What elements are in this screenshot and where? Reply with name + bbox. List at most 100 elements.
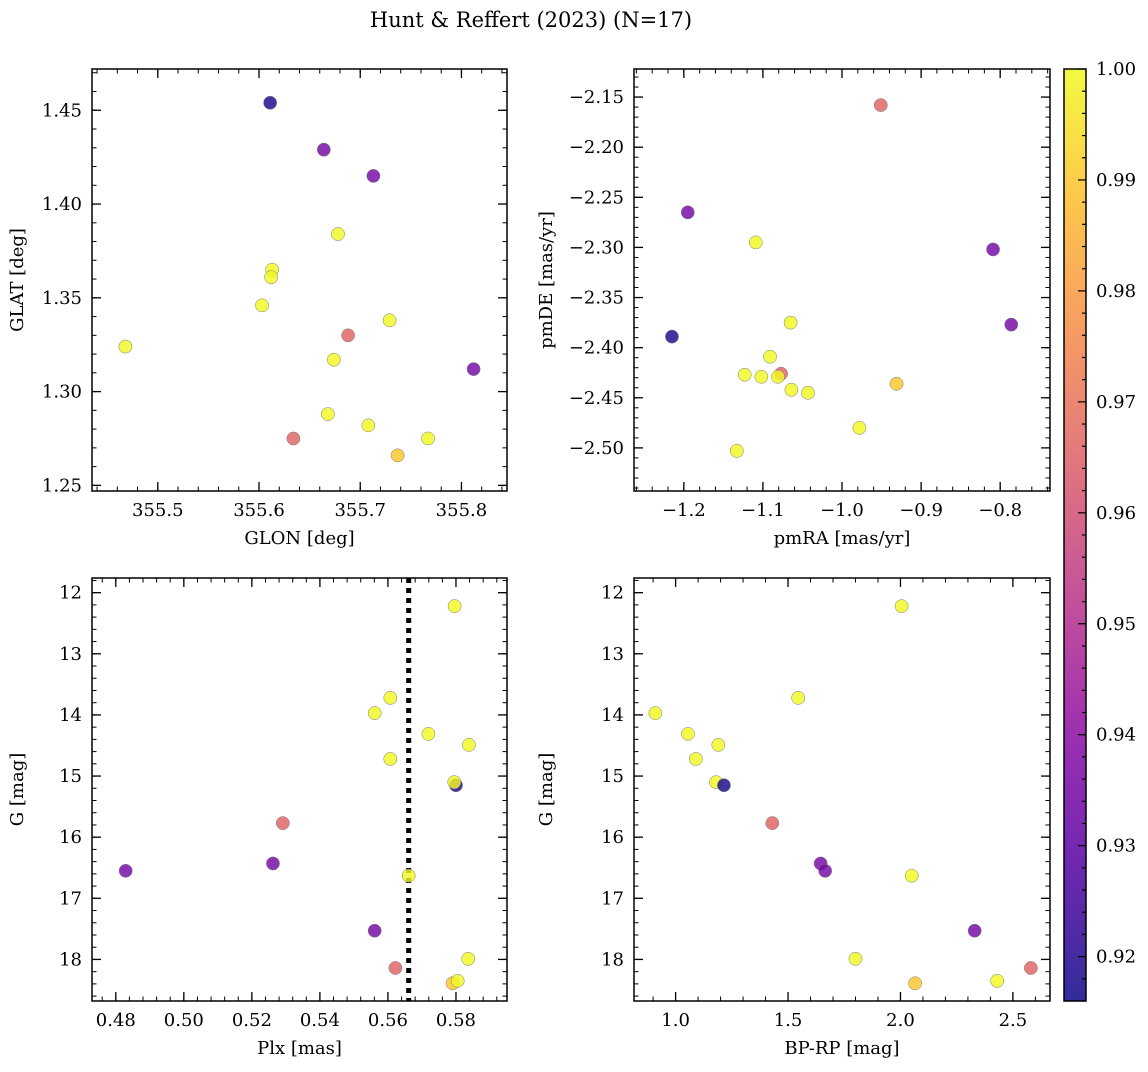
- scatter-points: [118, 599, 476, 991]
- x-tick-label: 0.52: [232, 1010, 272, 1031]
- scatter-point: [286, 431, 301, 446]
- minor-ticks: [634, 69, 1050, 491]
- scatter-point: [894, 599, 909, 613]
- x-axis-label: Plx [mas]: [257, 1038, 342, 1059]
- colorbar-tick-label: 0.98: [1096, 281, 1136, 302]
- y-tick-label: 1.45: [42, 100, 82, 121]
- x-tick-label: 0.50: [164, 1010, 204, 1031]
- colorbar-fill: [1064, 69, 1086, 1001]
- colorbar: 0.92 0.93 0.94 0.95 0.96 0.97 0.98 0.99 1.00: [1063, 59, 1136, 1002]
- scatter-point: [771, 369, 785, 384]
- axes-frame: [91, 68, 508, 492]
- panel-glon-glat: 355.5 355.6 355.7 355.8 1.25 1.30 1.35 1.40 1.45…: [7, 68, 508, 549]
- scatter-point: [266, 856, 280, 871]
- scatter-point: [791, 690, 806, 705]
- x-tick-label: 1.0: [661, 1010, 690, 1031]
- x-tick-label: 355.7: [334, 500, 386, 521]
- y-tick-label: 1.35: [42, 288, 82, 309]
- scatter-point: [681, 727, 695, 741]
- y-tick-label: −2.25: [569, 187, 624, 208]
- scatter-point: [648, 706, 663, 720]
- scatter-point: [990, 973, 1005, 988]
- scatter-point: [331, 227, 345, 241]
- scatter-points: [648, 599, 1038, 991]
- figure-title: Hunt & Reffert (2023) (N=17): [370, 8, 692, 32]
- x-tick-label: 0.58: [436, 1010, 476, 1031]
- colorbar-tick-label: 0.96: [1096, 503, 1136, 524]
- scatter-points: [118, 95, 481, 463]
- x-tick-label: −1.0: [820, 500, 864, 521]
- scatter-point: [367, 706, 382, 720]
- y-tick-label: 15: [601, 766, 624, 787]
- y-tick-label: 13: [59, 644, 82, 665]
- ticks: [92, 69, 507, 491]
- scatter-point: [688, 752, 703, 766]
- y-tick-label: 1.40: [42, 194, 82, 215]
- scatter-point: [763, 349, 777, 364]
- y-axis-label: pmDE [mas/yr]: [536, 211, 557, 349]
- y-axis-label: G [mag]: [536, 753, 557, 826]
- scatter-point: [450, 973, 465, 988]
- x-tick-label: 355.6: [233, 500, 285, 521]
- ticks: [634, 69, 1050, 491]
- scatter-point: [388, 961, 403, 975]
- scatter-point: [401, 868, 416, 883]
- y-tick-label: 13: [601, 644, 624, 665]
- y-tick-label: 1.25: [42, 475, 82, 496]
- scatter-point: [341, 328, 355, 343]
- scatter-point: [461, 951, 476, 966]
- x-tick-label: −0.8: [978, 500, 1022, 521]
- scatter-point: [421, 727, 436, 741]
- axes-frame: [633, 577, 1051, 1002]
- scatter-point: [316, 142, 331, 157]
- x-axis-label: BP-RP [mag]: [784, 1038, 899, 1059]
- colorbar-tick-label: 0.99: [1096, 170, 1136, 191]
- x-tick-label: 1.5: [774, 1010, 803, 1031]
- scatter-point: [748, 235, 763, 250]
- scatter-point: [904, 868, 919, 883]
- scatter-point: [383, 752, 398, 766]
- y-tick-label: 14: [59, 705, 82, 726]
- scatter-point: [361, 418, 376, 433]
- scatter-point: [665, 329, 679, 344]
- scatter-point: [873, 98, 888, 112]
- scatter-point: [784, 382, 799, 397]
- scatter-point: [848, 951, 863, 966]
- y-tick-label: −2.15: [569, 87, 624, 108]
- scatter-point: [466, 362, 481, 376]
- scatter-point: [366, 169, 381, 183]
- y-axis-label: G [mag]: [7, 753, 28, 826]
- y-tick-label: −2.30: [569, 237, 624, 258]
- scatter-point: [680, 205, 695, 220]
- colorbar-tick-label: 0.97: [1096, 392, 1136, 413]
- scatter-point: [765, 816, 780, 830]
- y-tick-label: 16: [601, 827, 624, 848]
- scatter-point: [255, 298, 269, 313]
- x-tick-label: 355.5: [132, 500, 184, 521]
- x-tick-label: 2.5: [999, 1010, 1028, 1031]
- minor-ticks: [634, 578, 1050, 1001]
- colorbar-tick-label: 0.94: [1096, 725, 1136, 746]
- y-tick-label: 18: [601, 949, 624, 970]
- x-tick-label: 355.8: [436, 500, 488, 521]
- y-tick-label: −2.50: [569, 438, 624, 459]
- scatter-point: [263, 95, 277, 110]
- scatter-point: [320, 407, 335, 421]
- scatter-point: [783, 315, 798, 330]
- scatter-point: [264, 270, 279, 285]
- scatter-point: [967, 923, 982, 938]
- ticks: [634, 578, 1050, 1001]
- panel-pmra-pmde: −1.2 −1.1 −1.0 −0.9 −0.8 −2.50 −2.45 −2.40 −2.35…: [536, 68, 1051, 549]
- y-tick-label: 15: [59, 766, 82, 787]
- y-tick-label: 1.30: [42, 382, 82, 403]
- scatter-point: [801, 385, 815, 400]
- scatter-point: [421, 431, 435, 446]
- y-tick-label: −2.35: [569, 288, 624, 309]
- scatter-point: [754, 369, 769, 384]
- x-tick-label: 2.0: [886, 1010, 915, 1031]
- scatter-point: [327, 352, 341, 367]
- y-tick-label: −2.40: [569, 338, 624, 359]
- scatter-point: [729, 444, 744, 458]
- scatter-point: [462, 738, 476, 752]
- colorbar-frame: [1063, 68, 1087, 1002]
